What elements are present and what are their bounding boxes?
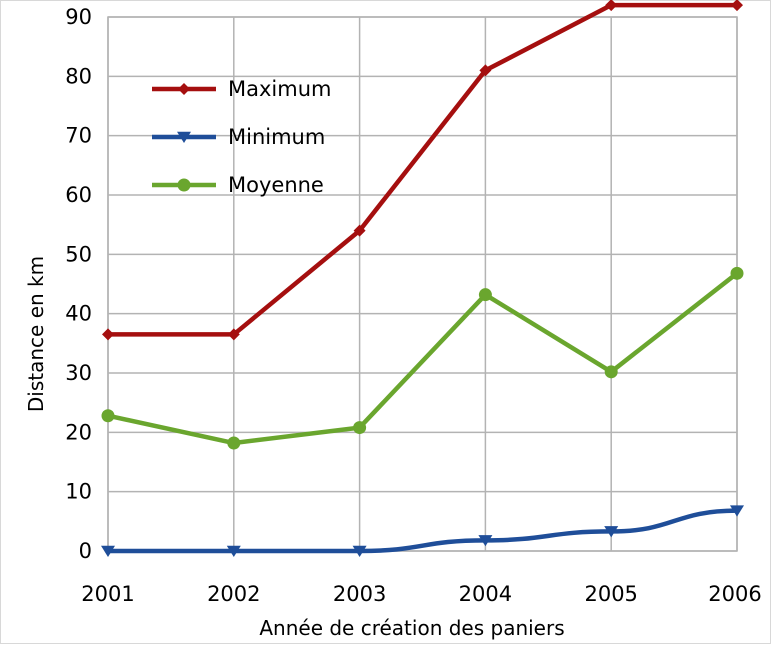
series-line-moyenne xyxy=(105,271,740,446)
series-line-maximum xyxy=(105,2,740,337)
plot-area xyxy=(107,16,738,552)
legend-label-minimum: Minimum xyxy=(228,125,325,149)
data-point-minimum xyxy=(101,545,115,557)
data-point-moyenne xyxy=(101,409,115,423)
data-point-minimum xyxy=(226,545,241,557)
data-point-maximum xyxy=(353,224,366,237)
data-point-minimum xyxy=(478,535,493,547)
gridlines xyxy=(107,16,738,552)
data-point-moyenne xyxy=(353,421,367,435)
x-tick-label: 2003 xyxy=(333,582,386,606)
x-tick-labels: 2001 2002 2003 2004 2005 2006 xyxy=(81,582,761,606)
data-point-maximum xyxy=(227,328,240,341)
x-axis-title: Année de création des paniers xyxy=(259,616,564,640)
y-tick-label: 80 xyxy=(65,64,92,88)
x-tick-label: 2004 xyxy=(459,582,512,606)
data-point-minimum xyxy=(352,545,367,557)
x-tick-label: 2005 xyxy=(584,582,637,606)
data-point-moyenne xyxy=(478,288,492,302)
data-point-moyenne xyxy=(604,365,618,379)
series-markers xyxy=(101,0,744,557)
legend-label-maximum: Maximum xyxy=(228,77,331,101)
y-tick-label: 60 xyxy=(65,183,92,207)
series-line-minimum xyxy=(105,508,740,554)
data-point-maximum xyxy=(102,328,114,341)
legend-marker-minimum xyxy=(177,131,191,143)
legend: Maximum Minimum Moyenne xyxy=(152,77,331,197)
data-point-moyenne xyxy=(227,436,241,450)
y-tick-label: 30 xyxy=(65,361,92,385)
y-tick-labels: 0 10 20 30 40 50 60 70 80 90 xyxy=(65,5,92,563)
y-tick-label: 20 xyxy=(65,420,92,444)
y-tick-label: 10 xyxy=(65,480,92,504)
data-point-moyenne xyxy=(730,266,744,280)
y-axis-title: Distance en km xyxy=(24,256,48,412)
series-lines xyxy=(105,2,740,554)
x-tick-label: 2001 xyxy=(81,582,134,606)
legend-marker-moyenne xyxy=(177,178,191,192)
legend-label-moyenne: Moyenne xyxy=(228,173,324,197)
data-point-maximum xyxy=(731,0,743,12)
data-point-minimum xyxy=(730,505,744,517)
data-point-maximum xyxy=(605,0,618,12)
y-tick-label: 40 xyxy=(65,302,92,326)
data-point-maximum xyxy=(479,64,492,77)
y-tick-label: 90 xyxy=(65,5,92,29)
x-tick-label: 2002 xyxy=(207,582,260,606)
data-point-minimum xyxy=(604,526,619,538)
y-tick-label: 0 xyxy=(79,539,92,563)
y-tick-label: 70 xyxy=(65,124,92,148)
y-tick-label: 50 xyxy=(65,242,92,266)
legend-marker-maximum xyxy=(178,83,190,95)
x-tick-label: 2006 xyxy=(708,582,761,606)
